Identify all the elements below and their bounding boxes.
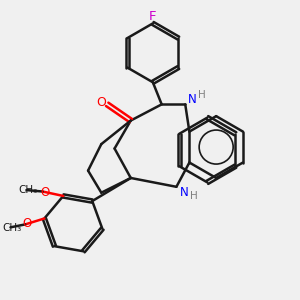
Text: N: N [188,93,197,106]
Text: N: N [179,186,188,199]
Text: F: F [149,10,157,22]
Text: O: O [22,217,31,230]
Text: H: H [198,90,206,100]
Text: H: H [190,191,197,201]
Text: CH₃: CH₃ [18,185,38,195]
Text: CH₃: CH₃ [2,223,22,233]
Text: O: O [96,96,106,110]
Text: O: O [40,186,50,199]
